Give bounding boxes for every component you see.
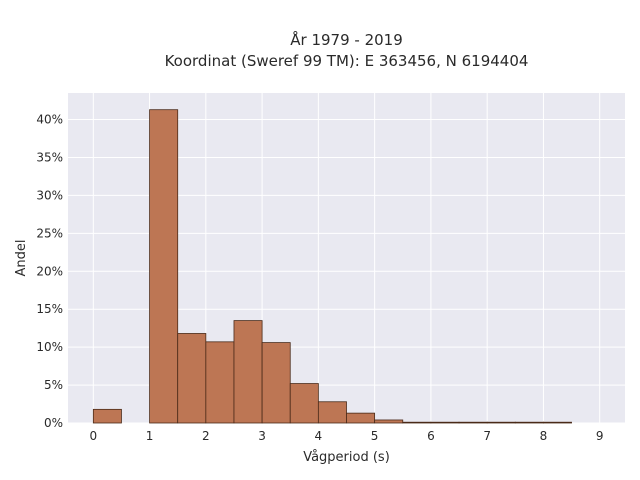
x-axis-label: Vågperiod (s) (303, 450, 390, 465)
y-tick-label: 0% (44, 416, 63, 430)
y-tick-labels: 0% 5% 10% 15% 20% 25% 30% 35% 40% (36, 113, 63, 430)
histogram-bar (402, 421, 432, 424)
histogram-bar (289, 383, 319, 424)
x-tick-label: 5 (371, 429, 379, 443)
x-tick-label: 6 (427, 429, 435, 443)
y-tick-label: 35% (36, 150, 63, 164)
y-tick-label: 25% (36, 226, 63, 240)
chart-title-line-2: Koordinat (Sweref 99 TM): E 363456, N 61… (165, 52, 529, 70)
x-tick-label: 4 (315, 429, 323, 443)
histogram-bar (514, 421, 544, 424)
y-tick-label: 40% (36, 113, 63, 127)
histogram-bar (458, 421, 488, 424)
histogram-bar (486, 421, 516, 424)
histogram-bar (92, 408, 122, 424)
y-tick-label: 5% (44, 378, 63, 392)
histogram-bar (149, 109, 179, 424)
histogram-bars (92, 109, 572, 424)
y-tick-label: 10% (36, 340, 63, 354)
y-axis-label: Andel (14, 240, 29, 277)
x-tick-label: 7 (483, 429, 491, 443)
histogram-bar (374, 419, 404, 424)
histogram-bar (346, 412, 376, 424)
y-tick-label: 30% (36, 188, 63, 202)
y-tick-label: 15% (36, 302, 63, 316)
chart-title-line-1: År 1979 - 2019 (290, 30, 403, 49)
x-tick-labels: 0 1 2 3 4 5 6 7 8 9 (89, 429, 603, 443)
x-tick-label: 1 (146, 429, 154, 443)
histogram-bar (430, 421, 460, 424)
histogram-bar (233, 320, 263, 424)
x-tick-label: 3 (258, 429, 266, 443)
histogram-bar (543, 421, 572, 424)
x-tick-label: 9 (596, 429, 604, 443)
histogram-bar (177, 333, 207, 424)
y-tick-label: 20% (36, 264, 63, 278)
histogram-bar (205, 341, 235, 424)
x-tick-label: 2 (202, 429, 210, 443)
x-tick-label: 8 (540, 429, 548, 443)
histogram-bar (261, 342, 291, 424)
histogram-bar (317, 401, 347, 424)
x-tick-label: 0 (89, 429, 97, 443)
